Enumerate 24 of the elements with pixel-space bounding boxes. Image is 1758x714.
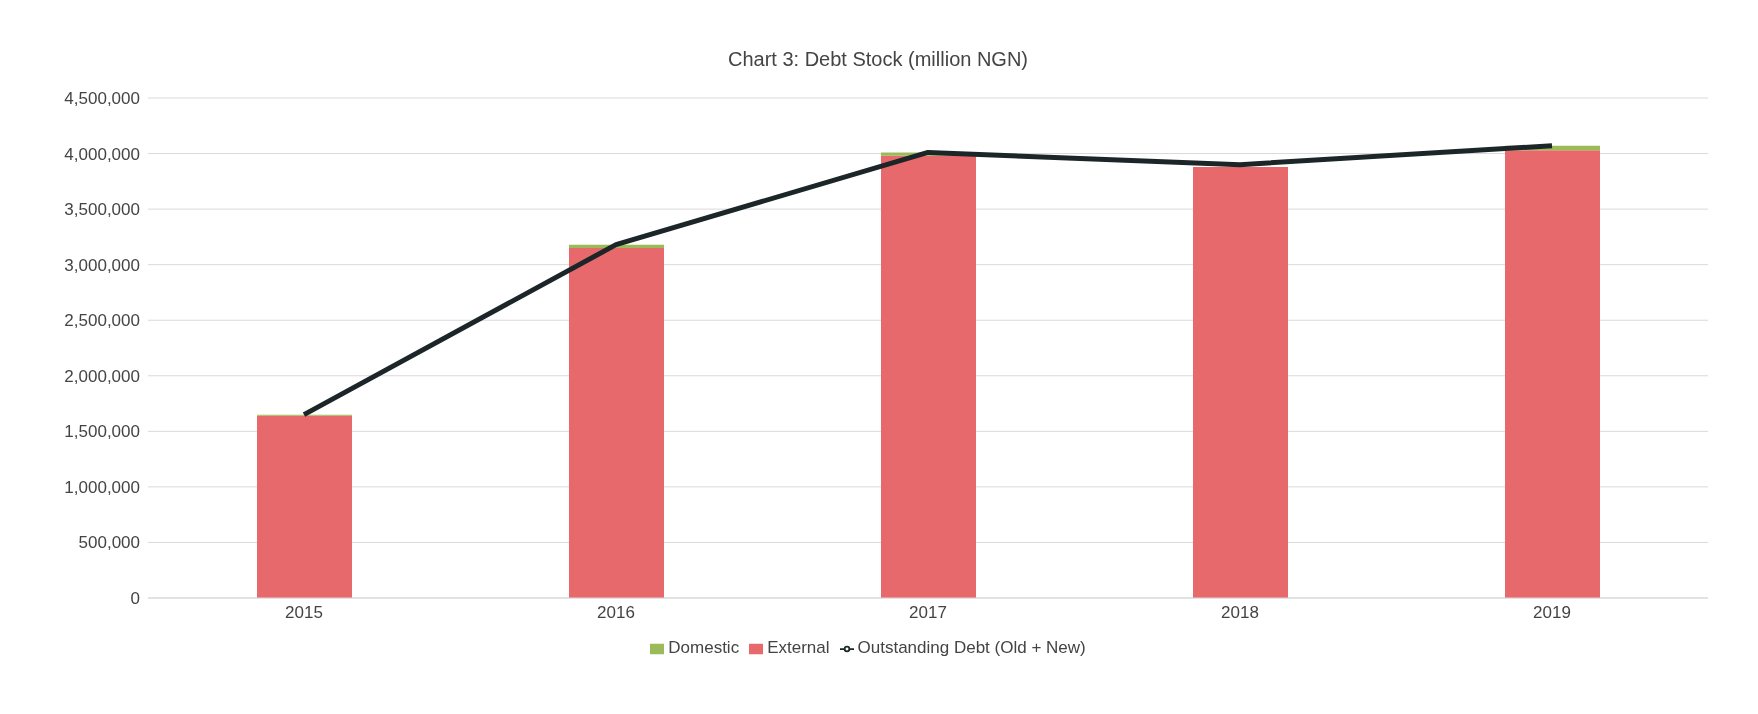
legend-label: Outstanding Debt (Old + New)	[857, 638, 1086, 657]
y-tick-label: 1,500,000	[64, 422, 140, 442]
y-tick-label: 2,000,000	[64, 366, 140, 386]
x-tick-label: 2018	[1221, 603, 1259, 623]
legend-label: Domestic	[668, 638, 740, 657]
y-tick-label: 3,000,000	[64, 255, 140, 275]
x-tick-label: 2017	[909, 603, 947, 623]
y-tick-label: 2,500,000	[64, 311, 140, 331]
x-tick-label: 2015	[285, 603, 323, 623]
y-tick-label: 4,500,000	[64, 89, 140, 109]
legend-label: External	[767, 638, 830, 657]
chart-title: Chart 3: Debt Stock (million NGN)	[726, 47, 1030, 72]
bar	[1193, 166, 1288, 598]
y-tick-label: 3,500,000	[64, 200, 140, 220]
y-tick-label: 4,000,000	[64, 144, 140, 164]
y-tick-label: 0	[130, 589, 140, 609]
bar	[569, 248, 664, 598]
bar	[881, 155, 976, 598]
x-tick-label: 2016	[597, 603, 635, 623]
y-tick-label: 1,000,000	[64, 477, 140, 497]
x-tick-label: 2019	[1533, 603, 1571, 623]
bar	[257, 415, 352, 598]
y-tick-label: 500,000	[78, 533, 140, 553]
bar	[1505, 150, 1600, 598]
